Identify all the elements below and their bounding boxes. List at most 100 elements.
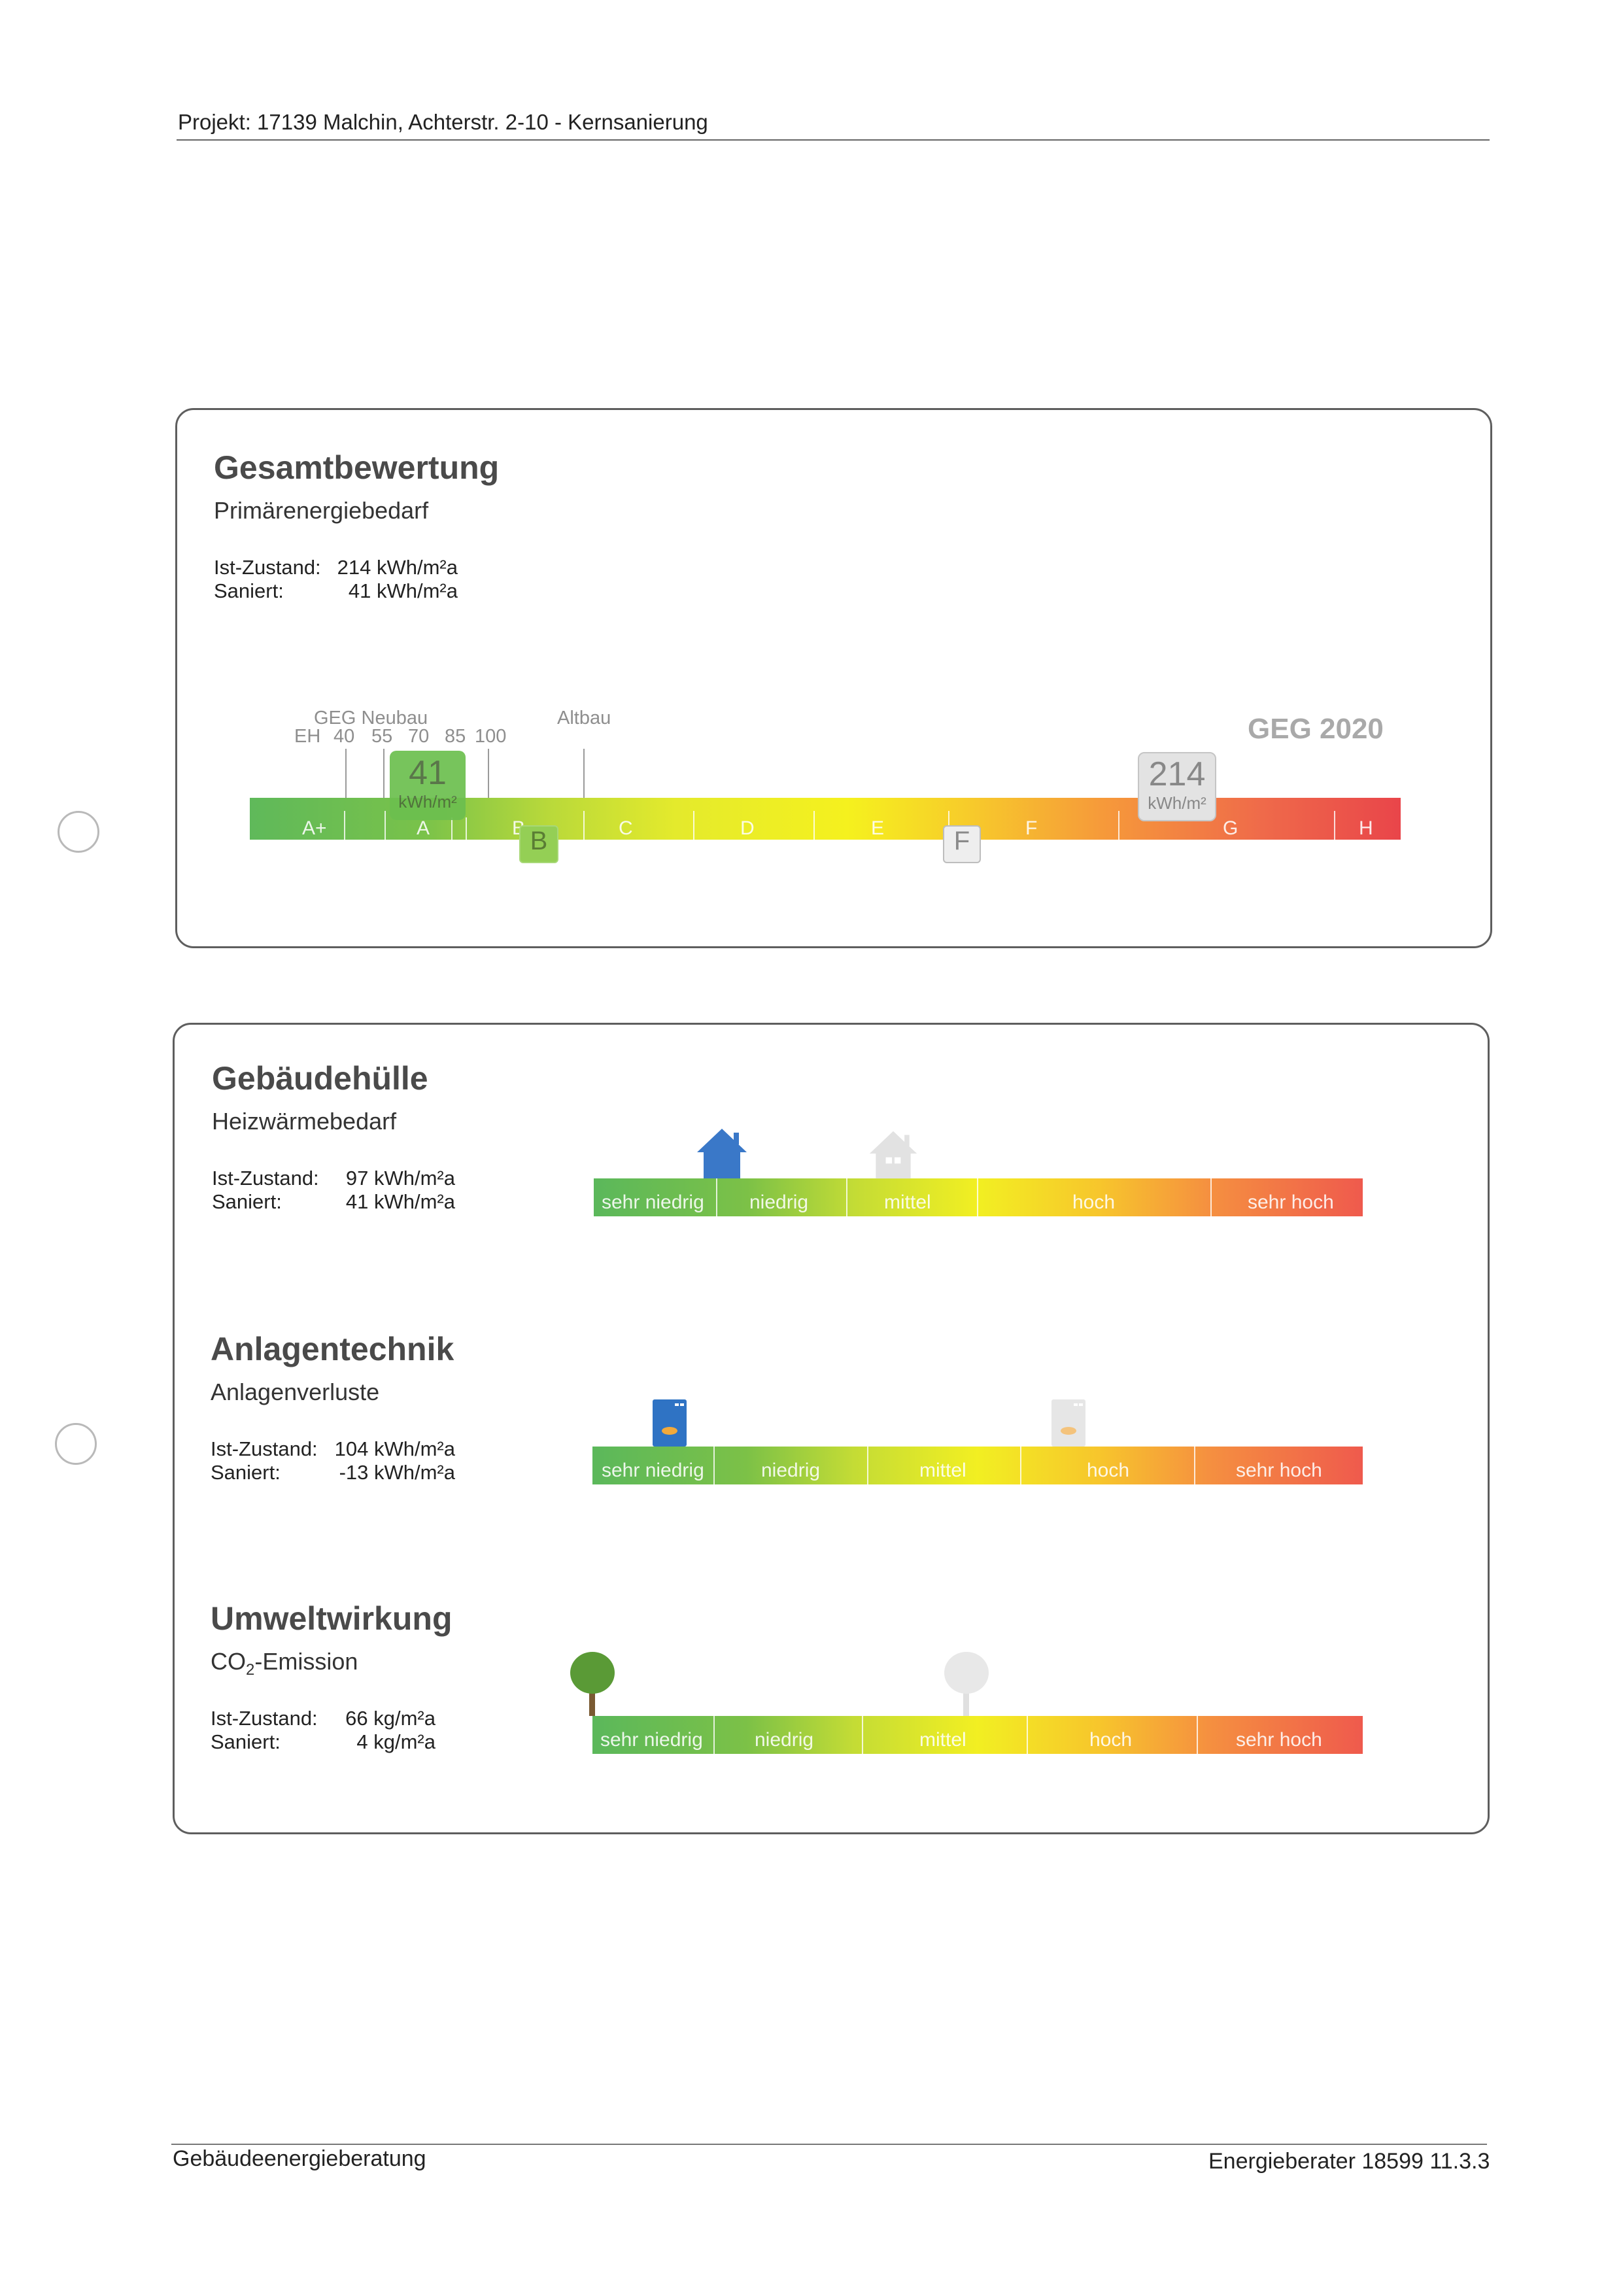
eh-level-85: 85 (445, 726, 466, 747)
class-divider (693, 811, 694, 840)
scale-label-hoch: hoch (1072, 1191, 1116, 1213)
boiler-icon-saniert (653, 1399, 687, 1447)
scale-divider (1197, 1716, 1198, 1754)
huelle-title: Gebäudehülle (212, 1060, 428, 1097)
class-divider (813, 811, 815, 840)
saniert-class-box: B (519, 825, 558, 863)
punch-hole-bottom (55, 1423, 97, 1465)
tree-icon-ist (944, 1652, 989, 1716)
scale-divider (1210, 1178, 1212, 1216)
umwelt-subtitle-main: CO (211, 1648, 246, 1675)
scale-label-sehr-niedrig: sehr niedrig (602, 1460, 704, 1481)
gesamtbewertung-panel (175, 408, 1492, 948)
class-label-f: F (1025, 817, 1038, 839)
class-label-a: A (417, 817, 430, 839)
scale-label-mittel: mittel (919, 1729, 966, 1751)
scale-divider (713, 1716, 715, 1754)
umwelt-saniert-value: 4 kg/m²a (356, 1730, 436, 1753)
huelle-subtitle: Heizwärmebedarf (212, 1108, 397, 1135)
altbau-label: Altbau (557, 708, 611, 728)
anlagenverluste-scale-bar (592, 1447, 1363, 1484)
scale-label-sehr-hoch: sehr hoch (1236, 1729, 1322, 1751)
scale-label-sehr-hoch: sehr hoch (1236, 1460, 1322, 1481)
class-divider (583, 811, 585, 840)
punch-hole-top (58, 811, 99, 853)
scale-label-sehr-niedrig: sehr niedrig (602, 1191, 704, 1213)
umwelt-ist-value: 66 kg/m²a (345, 1707, 436, 1730)
geg-neubau-label: GEG Neubau (314, 708, 428, 728)
class-divider (384, 811, 386, 840)
scale-divider (716, 1178, 717, 1216)
eh-level-70: 70 (408, 726, 430, 747)
anlagen-ist-label: Ist-Zustand: (211, 1437, 318, 1460)
anlagen-title: Anlagentechnik (211, 1331, 454, 1367)
umwelt-saniert-label: Saniert: (211, 1730, 281, 1753)
scale-label-hoch: hoch (1089, 1729, 1133, 1751)
eh55-line (383, 749, 384, 798)
ist-marker: 214 kWh/m² (1138, 752, 1216, 821)
class-label-c: C (619, 817, 633, 839)
eh-level-40: 40 (333, 726, 355, 747)
scale-divider (867, 1447, 868, 1484)
scale-label-niedrig: niedrig (749, 1191, 809, 1213)
scale-divider (1020, 1447, 1021, 1484)
class-divider (1118, 811, 1119, 840)
project-header: Projekt: 17139 Malchin, Achterstr. 2-10 … (178, 110, 708, 134)
anlagen-subtitle: Anlagenverluste (211, 1379, 380, 1405)
scale-label-niedrig: niedrig (755, 1729, 814, 1751)
scale-label-sehr-niedrig: sehr niedrig (600, 1729, 703, 1751)
umwelt-subtitle-rest: -Emission (254, 1648, 358, 1675)
scale-divider (1194, 1447, 1195, 1484)
ist-class-box: F (943, 825, 981, 863)
geg2020-label: GEG 2020 (1248, 713, 1384, 745)
umwelt-subtitle-sub: 2 (246, 1661, 255, 1679)
class-divider (451, 817, 453, 840)
heizwaerme-scale-bar (594, 1178, 1363, 1216)
anlagen-saniert-label: Saniert: (211, 1461, 281, 1484)
eh-level-55: 55 (371, 726, 393, 747)
altbau-line (583, 749, 585, 798)
umwelt-subtitle: CO2-Emission (211, 1648, 358, 1679)
gesamt-ist-label: Ist-Zustand: (214, 556, 321, 579)
gesamt-saniert-label: Saniert: (214, 579, 284, 602)
scale-divider (713, 1447, 715, 1484)
class-label-e: E (871, 817, 885, 839)
saniert-marker-value: 41 (409, 754, 447, 792)
scale-divider (846, 1178, 847, 1216)
gesamt-subtitle: Primärenergiebedarf (214, 497, 429, 524)
scale-label-sehr-hoch: sehr hoch (1248, 1191, 1334, 1213)
class-label-g: G (1223, 817, 1239, 839)
scale-label-niedrig: niedrig (761, 1460, 821, 1481)
umwelt-title: Umweltwirkung (211, 1600, 453, 1637)
house-icon-ist (869, 1131, 917, 1179)
class-label-h: H (1359, 817, 1373, 839)
gesamt-ist-value: 214 kWh/m²a (337, 556, 458, 579)
class-label-a-plus: A+ (302, 817, 327, 839)
class-divider (344, 811, 345, 840)
scale-divider (977, 1178, 978, 1216)
eh-label: EH (294, 726, 321, 747)
huelle-ist-value: 97 kWh/m²a (345, 1167, 455, 1190)
house-icon-saniert (697, 1129, 747, 1178)
class-divider (466, 817, 467, 840)
footer-divider (171, 2144, 1487, 2145)
eh100-line (488, 749, 489, 798)
saniert-marker-unit: kWh/m² (398, 792, 457, 812)
huelle-saniert-value: 41 kWh/m²a (345, 1190, 455, 1213)
co2-scale-bar (592, 1716, 1363, 1754)
scale-label-mittel: mittel (919, 1460, 966, 1481)
detail-panel (173, 1023, 1490, 1834)
scale-label-mittel: mittel (884, 1191, 931, 1213)
huelle-saniert-label: Saniert: (212, 1190, 282, 1213)
anlagen-ist-value: 104 kWh/m²a (334, 1437, 455, 1460)
footer-right-text: Energieberater 18599 11.3.3 (1208, 2149, 1490, 2174)
ist-marker-unit: kWh/m² (1148, 793, 1206, 813)
tree-icon-saniert (570, 1652, 615, 1716)
scale-label-hoch: hoch (1087, 1460, 1130, 1481)
class-label-d: D (740, 817, 755, 839)
gesamt-title: Gesamtbewertung (214, 449, 500, 486)
ist-marker-value: 214 (1148, 755, 1206, 793)
header-divider (177, 139, 1490, 141)
umwelt-ist-label: Ist-Zustand: (211, 1707, 318, 1730)
eh40-line (345, 749, 347, 798)
